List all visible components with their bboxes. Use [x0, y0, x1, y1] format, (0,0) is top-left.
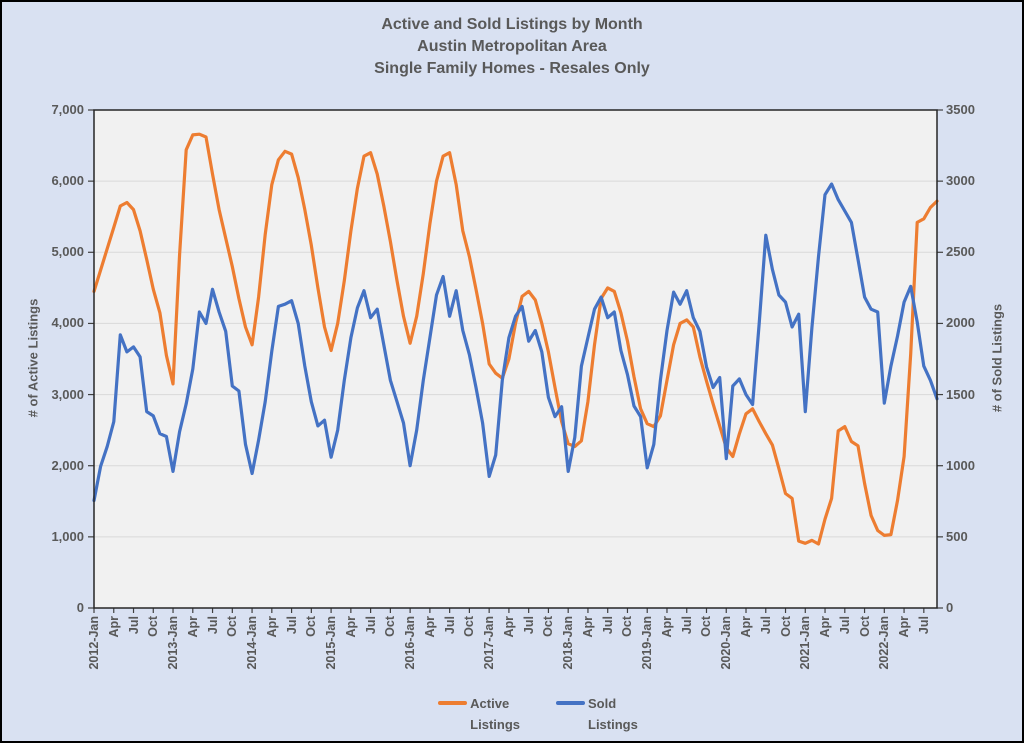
chart-legend: Active Listings Sold Listings [28, 693, 1022, 735]
x-axis-tick-label: Jul [284, 616, 299, 635]
x-axis-tick-label: Jul [916, 616, 931, 635]
x-axis-tick-label: 2017-Jan [482, 616, 497, 670]
chart-title: Active and Sold Listings by Month Austin… [2, 14, 1022, 80]
x-axis-tick-label: 2021-Jan [798, 616, 813, 670]
x-axis-tick-label: Oct [146, 616, 161, 637]
x-axis-tick-label: Jul [679, 616, 694, 635]
x-axis-tick-label: Apr [739, 616, 753, 638]
x-axis-tick-label: Jul [126, 616, 141, 635]
chart-title-line-3: Single Family Homes - Resales Only [374, 60, 650, 77]
legend-label-active-line-2: Listings [470, 717, 520, 732]
active-listings-line-swatch [438, 701, 468, 705]
legend-label-sold-line-1: Sold [588, 696, 617, 711]
legend-label-active-line-1: Active [470, 696, 510, 711]
x-axis-tick-label: 2013-Jan [166, 616, 181, 670]
x-axis-tick-label: Apr [897, 616, 912, 638]
x-axis-tick-label: 2016-Jan [403, 616, 418, 670]
x-axis-tick-label: Oct [699, 616, 714, 637]
right-axis-tick-label: 2500 [946, 244, 975, 260]
active-listings-line [92, 132, 939, 546]
x-axis-tick-label: Oct [778, 616, 793, 637]
legend-label-active: Active Listings [470, 693, 520, 735]
legend-label-sold-line-2: Listings [588, 717, 638, 732]
legend-entry-active: Active Listings [438, 693, 520, 735]
legend-entry-sold: Sold Listings [556, 693, 638, 735]
x-axis-tick-label: Oct [304, 616, 319, 637]
x-axis-tick-label: 2012-Jan [87, 616, 101, 670]
right-axis-tick-label: 3000 [946, 173, 975, 189]
right-axis-tick-label: 500 [946, 528, 968, 544]
x-axis-tick-label: Apr [185, 616, 200, 638]
x-axis-tick-label: Apr [580, 616, 595, 638]
left-axis-tick-label: 2,000 [51, 457, 84, 473]
right-axis-tick-label: 0 [946, 600, 954, 615]
plot-border [93, 109, 938, 609]
x-axis-tick-label: Oct [620, 616, 635, 637]
x-axis-tick-label: 2020-Jan [719, 616, 734, 670]
x-axis-tick-label: Jul [205, 616, 220, 635]
left-axis-tick-label: 0 [76, 600, 84, 615]
x-axis-tick-label: Apr [106, 616, 121, 638]
right-axis-tick-label: 1000 [946, 457, 975, 473]
x-axis-tick-label: Jul [442, 616, 457, 635]
x-axis-tick-label: Jul [837, 616, 852, 635]
sold-listings-line-swatch [556, 701, 585, 705]
chart-title-line-2: Austin Metropolitan Area [417, 38, 607, 55]
x-axis-tick-label: 2022-Jan [877, 616, 892, 670]
left-axis-tick-label: 3,000 [51, 386, 84, 402]
x-axis-tick-label: Apr [422, 616, 437, 638]
left-axis-tick-label: 1,000 [51, 528, 84, 544]
left-axis-tick-label: 4,000 [51, 315, 84, 331]
x-axis-tick-label: Oct [225, 616, 240, 637]
x-axis-tick-label: Oct [857, 616, 872, 637]
x-axis-tick-label: 2019-Jan [640, 616, 655, 670]
x-axis-tick-label: Oct [462, 616, 477, 637]
x-axis-tick-label: Apr [818, 616, 833, 638]
legend-label-sold: Sold Listings [588, 693, 638, 735]
x-axis-tick-label: Apr [501, 616, 516, 638]
right-axis-tick-label: 3500 [946, 102, 975, 117]
x-axis-tick-label: Apr [343, 616, 358, 638]
x-axis-tick-label: 2015-Jan [324, 616, 339, 670]
x-axis-tick-label: Apr [264, 616, 279, 638]
x-axis-tick-label: Apr [659, 616, 674, 638]
x-axis-tick-label: Jul [758, 616, 773, 635]
sold-listings-line [92, 182, 939, 503]
x-axis-tick-label: Oct [541, 616, 556, 637]
left-axis-tick-label: 7,000 [51, 102, 84, 117]
chart-title-line-1: Active and Sold Listings by Month [381, 16, 643, 33]
x-axis-tick-label: Jul [521, 616, 536, 635]
x-axis-tick-label: Jul [600, 616, 615, 635]
x-axis-tick-label: 2018-Jan [561, 616, 576, 670]
left-axis-tick-label: 6,000 [51, 173, 84, 189]
x-axis-tick-label: Jul [363, 616, 378, 635]
right-axis-tick-label: 1500 [946, 386, 975, 402]
x-axis-tick-label: 2014-Jan [245, 616, 260, 670]
left-axis-tick-label: 5,000 [51, 244, 84, 260]
right-axis-tick-label: 2000 [946, 315, 975, 331]
x-axis-tick-label: Oct [383, 616, 398, 637]
